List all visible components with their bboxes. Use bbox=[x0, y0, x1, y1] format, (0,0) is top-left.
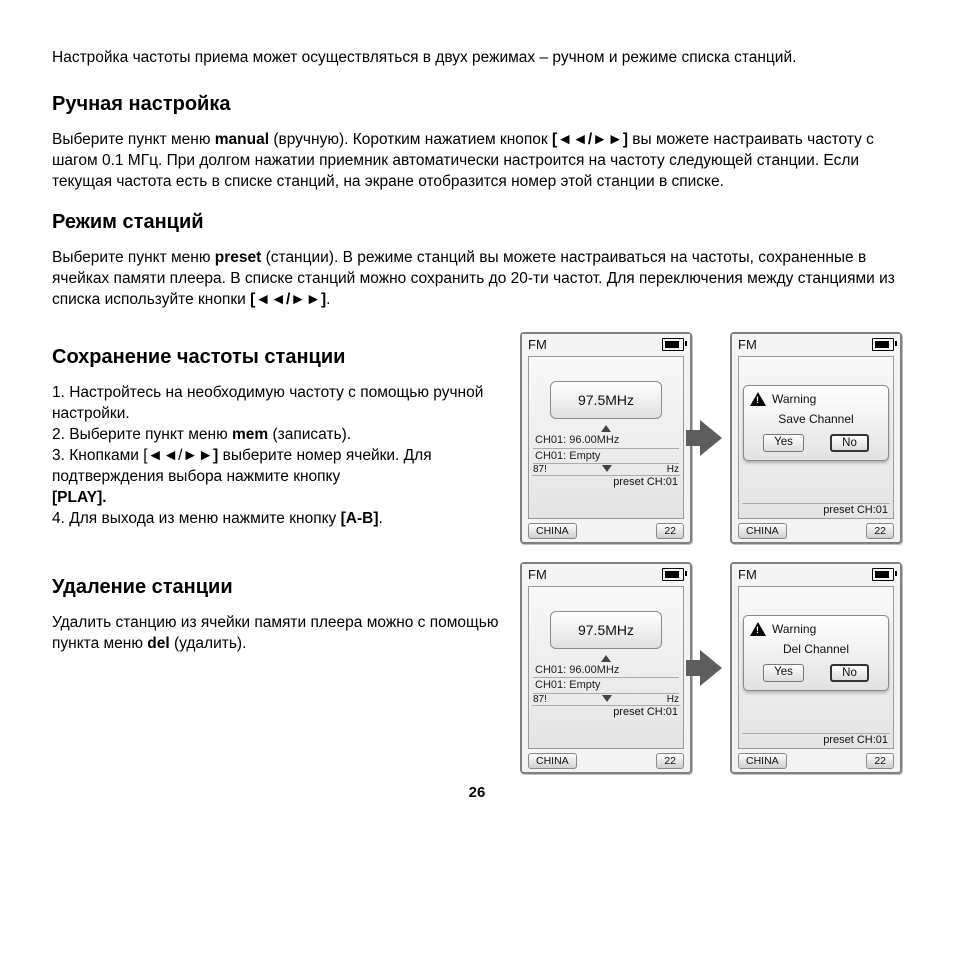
scale-right: Hz bbox=[667, 464, 679, 475]
device-screen-freq: FM 97.5MHz CH01: 96.00MHz CH01: Empty 87… bbox=[520, 332, 692, 544]
dialog-title: Warning bbox=[772, 392, 816, 406]
battery-icon bbox=[872, 338, 894, 351]
arrow-right-icon bbox=[700, 420, 722, 456]
preset-indicator: preset CH:01 bbox=[742, 503, 890, 516]
delete-screens: FM 97.5MHz CH01: 96.00MHz CH01: Empty 87… bbox=[520, 558, 902, 774]
page-number: 26 bbox=[52, 784, 902, 801]
footer-number: 22 bbox=[866, 753, 894, 769]
device-screen-save-dialog: FM ! Warning Save Channel Yes No bbox=[730, 332, 902, 544]
battery-icon bbox=[662, 338, 684, 351]
arrow-right-icon bbox=[700, 650, 722, 686]
para-manual: Выберите пункт меню manual (вручную). Ко… bbox=[52, 130, 902, 193]
region-label: CHINA bbox=[738, 753, 787, 769]
region-label: CHINA bbox=[738, 523, 787, 539]
battery-icon bbox=[662, 568, 684, 581]
preset-indicator: preset CH:01 bbox=[532, 475, 680, 488]
footer-number: 22 bbox=[656, 753, 684, 769]
preset-indicator: preset CH:01 bbox=[742, 733, 890, 746]
frequency-display: 97.5MHz bbox=[550, 611, 662, 649]
fm-label: FM bbox=[738, 567, 757, 582]
down-arrow-icon bbox=[602, 695, 612, 702]
manual-page: Настройка частоты приема может осуществл… bbox=[0, 0, 954, 821]
save-dialog: ! Warning Save Channel Yes No bbox=[743, 385, 889, 461]
heading-manual-tuning: Ручная настройка bbox=[52, 93, 902, 116]
warning-icon: ! bbox=[750, 622, 766, 636]
scale-left: 87! bbox=[533, 694, 547, 705]
preset-indicator: preset CH:01 bbox=[532, 705, 680, 718]
fm-label: FM bbox=[528, 567, 547, 582]
fm-label: FM bbox=[528, 337, 547, 352]
battery-icon bbox=[872, 568, 894, 581]
channel-line-1: CH01: 96.00MHz bbox=[533, 433, 679, 448]
delete-dialog: ! Warning Del Channel Yes No bbox=[743, 615, 889, 691]
para-preset: Выберите пункт меню preset (станции). В … bbox=[52, 248, 902, 311]
device-screen-freq: FM 97.5MHz CH01: 96.00MHz CH01: Empty 87… bbox=[520, 562, 692, 774]
save-steps: 1. Настройтесь на необходимую частоту с … bbox=[52, 383, 502, 529]
no-button[interactable]: No bbox=[830, 664, 869, 682]
dialog-message: Save Channel bbox=[750, 412, 882, 426]
save-screens: FM 97.5MHz CH01: 96.00MHz CH01: Empty 87… bbox=[520, 328, 902, 544]
yes-button[interactable]: Yes bbox=[763, 434, 804, 452]
frequency-display: 97.5MHz bbox=[550, 381, 662, 419]
yes-button[interactable]: Yes bbox=[763, 664, 804, 682]
warning-icon: ! bbox=[750, 392, 766, 406]
region-label: CHINA bbox=[528, 753, 577, 769]
intro-text: Настройка частоты приема может осуществл… bbox=[52, 48, 902, 69]
footer-number: 22 bbox=[656, 523, 684, 539]
up-arrow-icon bbox=[601, 655, 611, 662]
dialog-message: Del Channel bbox=[750, 642, 882, 656]
scale-left: 87! bbox=[533, 464, 547, 475]
channel-line-2: CH01: Empty bbox=[533, 678, 679, 693]
up-arrow-icon bbox=[601, 425, 611, 432]
heading-save-station: Сохранение частоты станции bbox=[52, 346, 502, 369]
para-delete: Удалить станцию из ячейки памяти плеера … bbox=[52, 613, 502, 655]
footer-number: 22 bbox=[866, 523, 894, 539]
scale-right: Hz bbox=[667, 694, 679, 705]
region-label: CHINA bbox=[528, 523, 577, 539]
dialog-title: Warning bbox=[772, 622, 816, 636]
channel-line-2: CH01: Empty bbox=[533, 449, 679, 464]
no-button[interactable]: No bbox=[830, 434, 869, 452]
channel-line-1: CH01: 96.00MHz bbox=[533, 663, 679, 678]
down-arrow-icon bbox=[602, 465, 612, 472]
fm-label: FM bbox=[738, 337, 757, 352]
device-screen-delete-dialog: FM ! Warning Del Channel Yes No bbox=[730, 562, 902, 774]
heading-delete-station: Удаление станции bbox=[52, 576, 502, 599]
heading-preset-mode: Режим станций bbox=[52, 211, 902, 234]
